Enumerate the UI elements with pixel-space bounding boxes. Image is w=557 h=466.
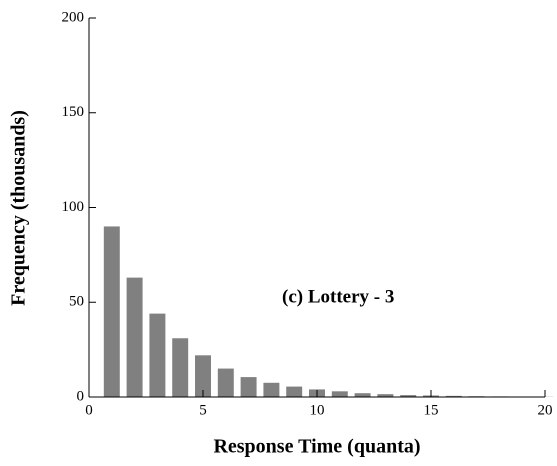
y-tick-label: 100 [62, 199, 85, 215]
bar [217, 368, 234, 397]
bar [149, 313, 166, 397]
bar [103, 226, 120, 397]
x-tick-label: 20 [538, 402, 553, 418]
annotation: (c) Lottery - 3 [282, 286, 394, 307]
y-axis-title: Frequency (thousands) [8, 110, 30, 306]
bar [195, 355, 211, 397]
x-tick-label: 5 [199, 402, 207, 418]
y-tick-label: 0 [77, 388, 85, 404]
bar [377, 394, 394, 397]
x-tick-label: 10 [310, 402, 325, 418]
x-axis-title: Response Time (quanta) [213, 436, 420, 458]
y-tick-label: 200 [62, 9, 85, 25]
bar [400, 395, 417, 397]
x-tick-label: 15 [424, 402, 439, 418]
y-tick-label: 50 [69, 294, 84, 310]
bar [331, 391, 348, 397]
bar [286, 386, 303, 397]
bar [240, 377, 257, 397]
bar [354, 393, 371, 397]
bar [172, 338, 189, 397]
bar [263, 382, 280, 397]
x-tick-label: 0 [85, 402, 93, 418]
y-tick-label: 150 [62, 104, 85, 120]
bar [445, 395, 462, 397]
bar [126, 277, 143, 397]
